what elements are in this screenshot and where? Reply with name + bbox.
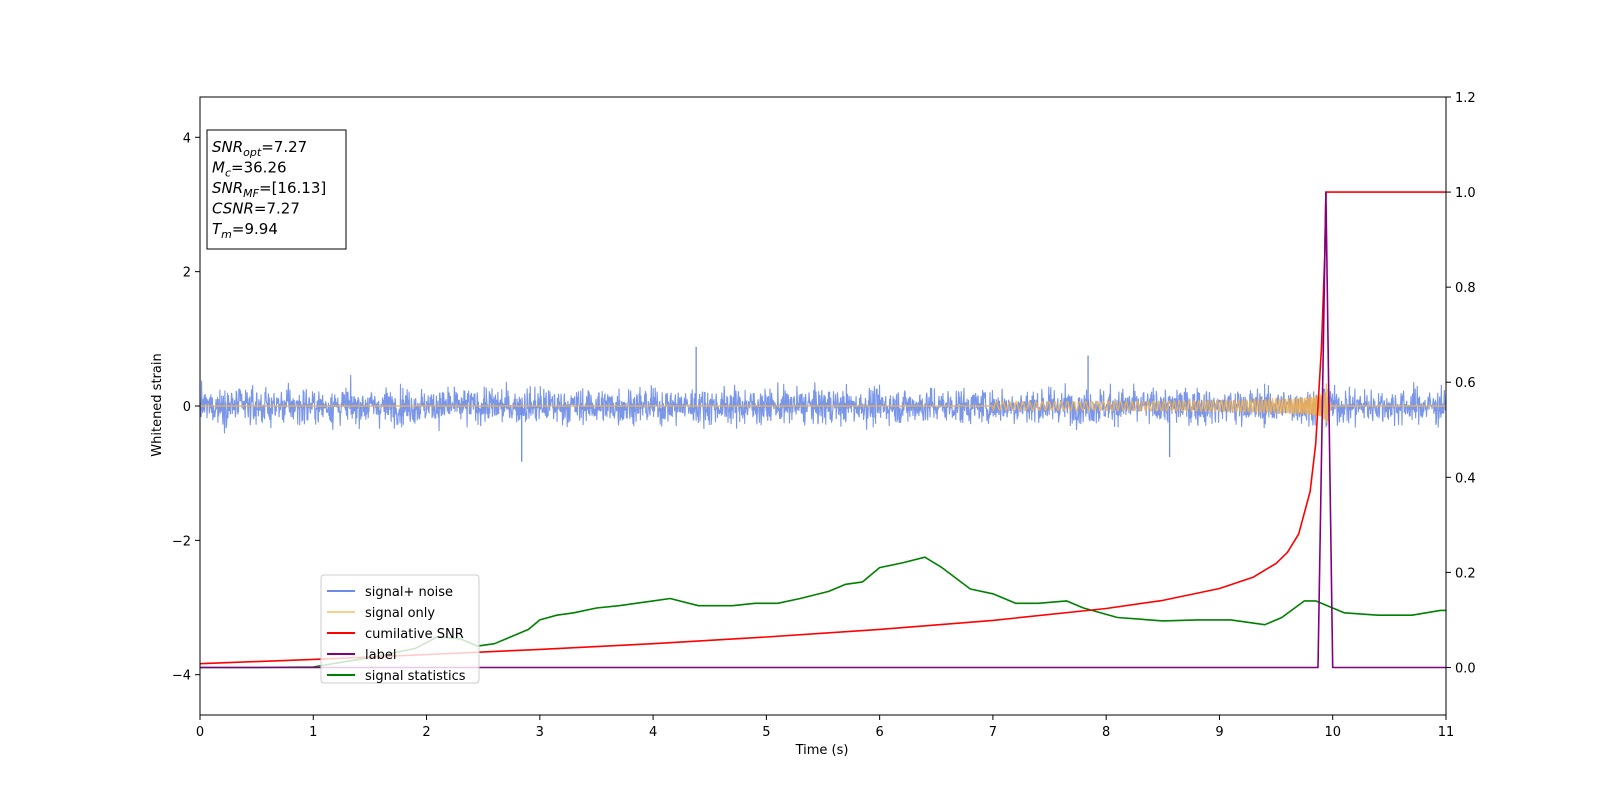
stat-line-1: Mc=36.26 (212, 159, 287, 180)
series-line-signal-only (200, 383, 1446, 423)
y-right-tick-label-2: 0.4 (1455, 471, 1476, 486)
series-line-signal-noise (200, 271, 1446, 434)
stat-line-4: Tm=9.94 (212, 220, 278, 241)
series-line-cumulative-snr (200, 191, 1446, 665)
y-right-tick-label-3: 0.6 (1455, 376, 1476, 391)
y-left-tick-label-2: 0 (183, 400, 191, 415)
y-left-tick-label-0: −4 (172, 669, 191, 684)
x-tick-label-8: 8 (1102, 725, 1110, 740)
x-tick-label-11: 11 (1438, 725, 1455, 740)
x-tick-label-2: 2 (422, 725, 430, 740)
x-axis-label: Time (s) (795, 743, 849, 758)
x-tick-label-6: 6 (875, 725, 883, 740)
x-tick-label-4: 4 (649, 725, 657, 740)
x-tick-label-1: 1 (309, 725, 317, 740)
legend-label-0: signal+ noise (365, 585, 453, 600)
y-right-tick-label-4: 0.8 (1455, 281, 1476, 296)
legend-label-2: cumilative SNR (365, 627, 464, 642)
y-right-tick-label-0: 0.0 (1455, 661, 1476, 676)
y-left-tick-label-3: 2 (183, 266, 191, 281)
y-right-tick-label-5: 1.0 (1455, 186, 1476, 201)
axes: 0 1 2 3 4 5 6 7 8 9 10 11 −4 −2 0 2 4 0.0 0.2 0.4 0.6 0.8 1.0 1… (172, 91, 1476, 740)
x-tick-label-5: 5 (762, 725, 770, 740)
legend: signal+ noise signal only cumilative SNR la… (320, 574, 480, 684)
legend-label-3: label (365, 648, 396, 663)
series-line-label (200, 191, 1446, 669)
legend-label-4: signal statistics (365, 669, 466, 684)
x-tick-label-3: 3 (536, 725, 544, 740)
stats-box-frame (206, 129, 347, 250)
stat-line-3: CSNR=7.27 (212, 200, 300, 218)
x-tick-label-7: 7 (989, 725, 997, 740)
stat-line-2: SNRMF=[16.13] (212, 179, 326, 200)
stats-box: SNRopt=7.27Mc=36.26SNRMF=[16.13]CSNR=7.2… (206, 129, 347, 250)
x-tick-label-9: 9 (1215, 725, 1223, 740)
legend-box (320, 574, 480, 684)
y-axis-label: Whitened strain (150, 353, 165, 456)
y-right-tick-label-1: 0.2 (1455, 566, 1476, 581)
y-left-tick-label-1: −2 (172, 534, 191, 549)
x-tick-label-10: 10 (1324, 725, 1341, 740)
stat-line-0: SNRopt=7.27 (212, 138, 307, 159)
x-tick-label-0: 0 (196, 725, 204, 740)
y-left-tick-label-4: 4 (183, 131, 191, 146)
y-right-tick-label-6: 1.2 (1455, 91, 1476, 106)
legend-label-1: signal only (365, 606, 435, 621)
